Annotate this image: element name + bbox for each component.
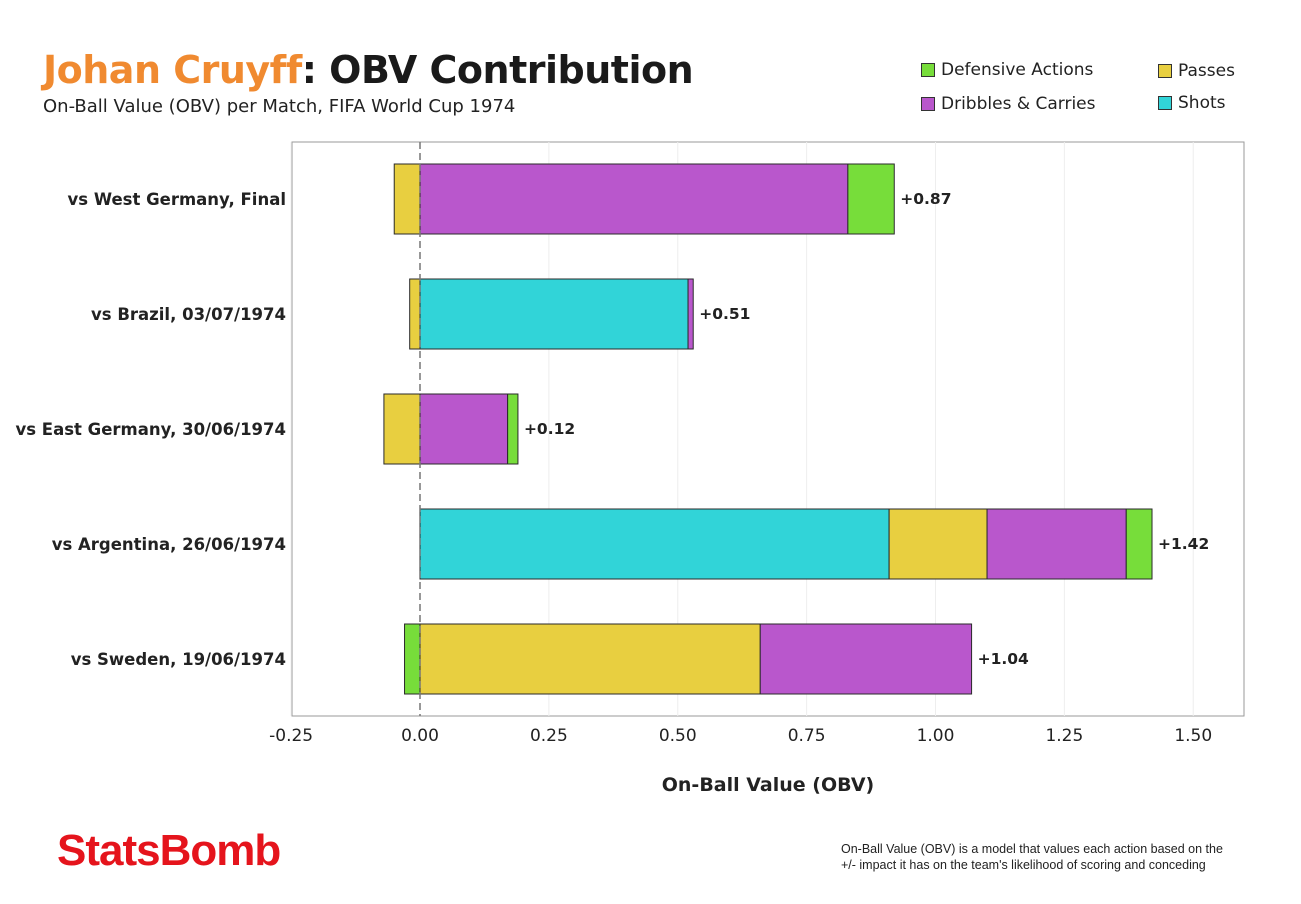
bar-segment-shots xyxy=(419,278,689,350)
title-suffix: : OBV Contribution xyxy=(301,48,694,92)
y-category-label: vs East Germany, 30/06/1974 xyxy=(15,420,286,439)
bar-segment-passes xyxy=(393,163,421,235)
bar-segment-defensive-actions xyxy=(507,393,519,465)
legend-item-dribbles-carries: Dribbles & Carries xyxy=(921,94,1096,114)
bar-segment-defensive-actions xyxy=(847,163,895,235)
legend-item-shots: Shots xyxy=(1158,93,1226,113)
total-value-label: +1.04 xyxy=(978,650,1029,668)
bar-segment-dribbles-carries xyxy=(759,623,973,695)
footnote-line-1: On-Ball Value (OBV) is a model that valu… xyxy=(841,842,1223,856)
bar-segment-passes xyxy=(383,393,421,465)
bar-segment-dribbles-carries xyxy=(687,278,694,350)
total-value-label: +0.87 xyxy=(900,190,951,208)
y-category-label: vs Sweden, 19/06/1974 xyxy=(71,650,286,669)
legend-label: Shots xyxy=(1178,93,1226,113)
title-player-name: Johan Cruyff xyxy=(43,48,302,92)
bar-segment-defensive-actions xyxy=(404,623,421,695)
footnote-line-2: +/- impact it has on the team's likeliho… xyxy=(841,858,1206,872)
plot-frame xyxy=(291,141,1245,717)
y-category-label: vs Argentina, 26/06/1974 xyxy=(52,535,286,554)
legend-label: Dribbles & Carries xyxy=(941,94,1096,114)
bar-segment-dribbles-carries xyxy=(419,163,849,235)
bar-segment-passes xyxy=(419,623,761,695)
bar-segment-defensive-actions xyxy=(1125,508,1153,580)
bar-segment-shots xyxy=(419,508,890,580)
x-tick-label: 1.00 xyxy=(917,726,955,746)
x-tick-label: 0.25 xyxy=(530,726,568,746)
bar-segment-dribbles-carries xyxy=(986,508,1127,580)
bar-segment-dribbles-carries xyxy=(419,393,509,465)
legend: Defensive Actions Passes Dribbles & Carr… xyxy=(921,58,1261,118)
y-category-label: vs West Germany, Final xyxy=(68,190,286,209)
legend-item-passes: Passes xyxy=(1158,61,1235,81)
statsbomb-logo: StatsBomb xyxy=(57,826,281,875)
legend-item-defensive-actions: Defensive Actions xyxy=(921,60,1093,80)
chart-title: Johan Cruyff: OBV Contribution xyxy=(43,46,694,94)
total-value-label: +0.51 xyxy=(699,305,750,323)
total-value-label: +0.12 xyxy=(524,420,575,438)
x-tick-label: 1.50 xyxy=(1174,726,1212,746)
legend-swatch-shots xyxy=(1158,96,1172,110)
total-value-label: +1.42 xyxy=(1158,535,1209,553)
x-tick-label: 1.25 xyxy=(1045,726,1083,746)
legend-label: Defensive Actions xyxy=(941,60,1094,80)
x-axis-title: On-Ball Value (OBV) xyxy=(661,774,875,796)
bar-segment-passes xyxy=(888,508,988,580)
x-tick-label: -0.25 xyxy=(269,726,313,746)
legend-swatch-passes xyxy=(1158,64,1172,78)
x-tick-label: 0.50 xyxy=(659,726,697,746)
x-tick-label: 0.75 xyxy=(788,726,826,746)
legend-swatch-dribbles-carries xyxy=(921,97,935,111)
chart-subtitle: On-Ball Value (OBV) per Match, FIFA Worl… xyxy=(43,96,516,117)
y-category-label: vs Brazil, 03/07/1974 xyxy=(91,305,286,324)
legend-label: Passes xyxy=(1178,61,1235,81)
footnote: On-Ball Value (OBV) is a model that valu… xyxy=(841,841,1281,873)
legend-swatch-defensive-actions xyxy=(921,63,935,77)
x-tick-label: 0.00 xyxy=(401,726,439,746)
bar-segment-passes xyxy=(409,278,421,350)
title-block: Johan Cruyff: OBV Contribution On-Ball V… xyxy=(43,46,694,117)
